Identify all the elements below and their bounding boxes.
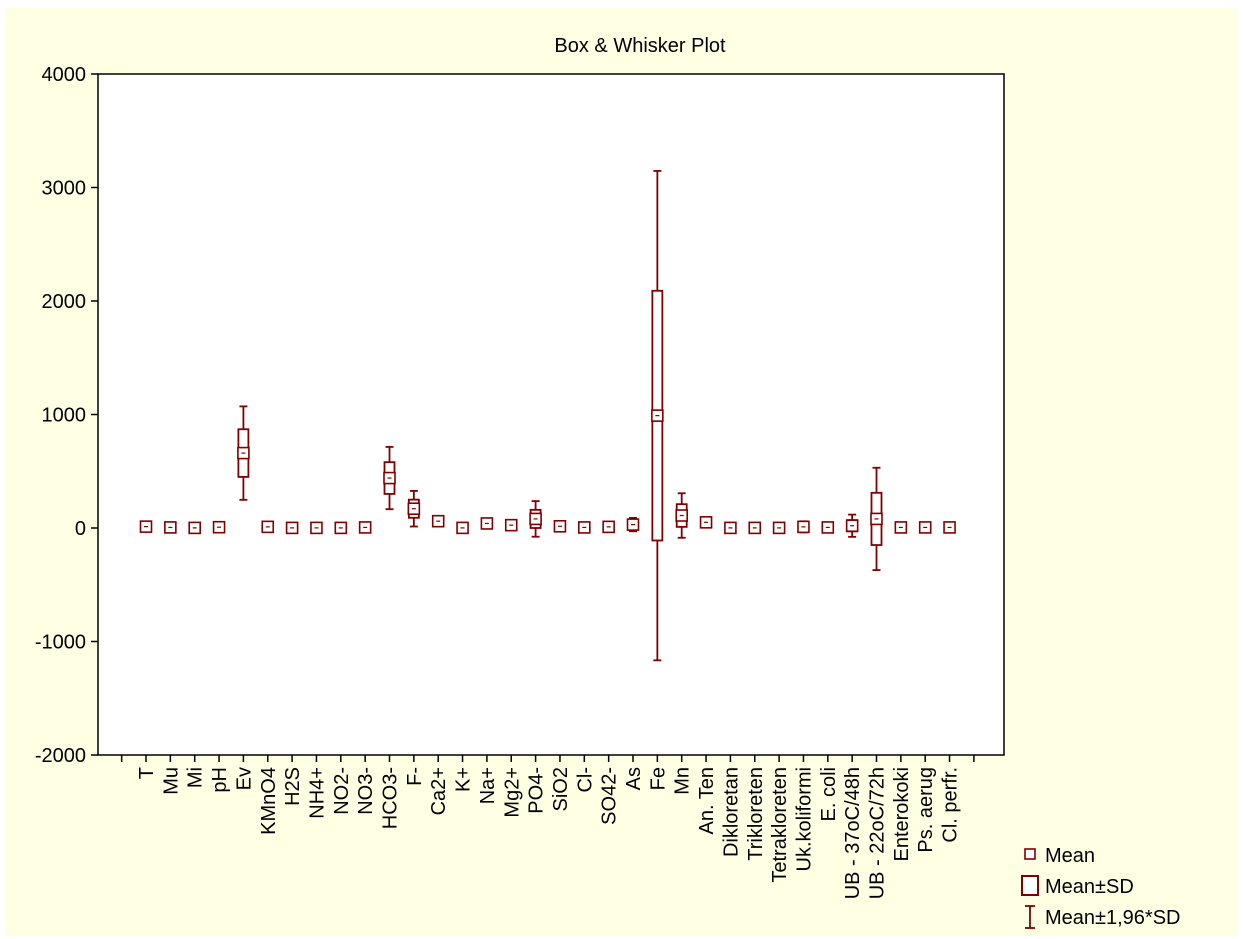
x-tick-label: As: [623, 767, 645, 790]
x-tick-label: H2S: [282, 767, 304, 806]
box-28: [797, 520, 810, 534]
x-tick-label: K+: [453, 767, 475, 792]
box-13: [431, 514, 445, 528]
x-tick-label: E. coli: [818, 767, 840, 821]
x-tick-label: T: [136, 767, 158, 779]
y-tick-label: -1000: [35, 632, 86, 654]
legend: Mean Mean±SD Mean±1,96*SD: [1021, 845, 1181, 929]
box-2: [164, 521, 177, 534]
legend-sd-label: Mean±SD: [1045, 876, 1134, 898]
box-18: [553, 519, 567, 533]
box-14: [456, 521, 469, 535]
x-tick-label: Uk.koliformi: [793, 767, 815, 871]
box-27: [772, 521, 786, 535]
x-tick-label: PO4-: [526, 767, 548, 814]
box-3: [188, 521, 201, 535]
box-24: [699, 516, 713, 529]
box-29: [821, 521, 835, 534]
x-tick-label: Dikloretan: [720, 767, 742, 857]
box-25: [724, 521, 737, 535]
box-31: [870, 466, 883, 571]
x-tick-label: Mu: [160, 767, 182, 795]
chart-title: Box & Whisker Plot: [554, 35, 726, 57]
x-tick-label: Ev: [233, 767, 255, 790]
y-tick-label: 3000: [42, 178, 87, 200]
x-tick-label: F-: [404, 767, 426, 786]
x-tick-label: Ps. aerug: [915, 767, 937, 853]
x-tick-label: NH4+: [306, 767, 328, 819]
box-17: [529, 500, 542, 538]
x-tick-label: An. Ten: [696, 767, 718, 834]
box-10: [358, 521, 372, 534]
x-tick-label: Cl. perfr.: [940, 767, 962, 843]
y-axis: 4000 3000 2000 1000 0 -1000 -2000: [35, 64, 98, 767]
box-marks: [139, 170, 956, 662]
legend-whisker-label: Mean±1,96*SD: [1045, 907, 1181, 929]
x-axis: T Mu Mi pH Ev KMnO4 H2S NH4+ NO2- NO3- HCO3- F- Ca2+…: [120, 755, 975, 899]
legend-mean-label: Mean: [1045, 845, 1095, 867]
x-tick-label: Na+: [477, 767, 499, 804]
x-tick-label: SO42-: [599, 767, 621, 825]
x-tick-label: Fe: [647, 767, 669, 790]
box-16: [504, 518, 518, 532]
y-tick-label: 0: [75, 518, 86, 540]
box-30: [845, 513, 859, 538]
x-tick-label: Cl-: [574, 767, 596, 793]
y-tick-label: -2000: [35, 745, 86, 767]
x-tick-label: Mg2+: [501, 767, 523, 818]
box-21: [626, 517, 640, 533]
x-tick-label: pH: [209, 767, 231, 793]
box-12: [407, 490, 421, 528]
box-7: [285, 521, 299, 535]
box-6: [261, 520, 275, 534]
box-15: [480, 517, 494, 530]
box-9: [334, 521, 348, 535]
x-tick-label: NO2-: [331, 767, 353, 815]
y-tick-label: 2000: [42, 291, 87, 313]
x-tick-label: NO3-: [355, 767, 377, 815]
box-26: [748, 521, 762, 535]
x-tick-label: UB - 37oC/48h: [842, 767, 864, 899]
box-23: [675, 492, 689, 539]
box-34: [943, 521, 956, 534]
x-tick-label: Trikloreten: [745, 767, 767, 861]
x-tick-label: Mi: [185, 767, 207, 788]
box-20: [602, 520, 615, 534]
plot-area: [97, 73, 1005, 756]
legend-mean-marker: [1024, 848, 1036, 860]
box-8: [310, 521, 323, 535]
x-tick-label: Tetrakloreten: [769, 767, 791, 883]
box-5: [237, 405, 250, 501]
box-1: [139, 520, 153, 533]
x-tick-label: Mn: [672, 767, 694, 795]
y-tick-label: 4000: [42, 64, 87, 86]
x-tick-label: HCO3-: [380, 767, 402, 829]
y-tick-label: 1000: [42, 405, 87, 427]
box-11: [383, 446, 396, 511]
box-19: [577, 521, 591, 534]
box-32: [894, 521, 908, 534]
legend-sd-marker: [1021, 875, 1039, 896]
box-33: [918, 521, 932, 534]
box-4: [212, 520, 226, 534]
box-22: [651, 170, 664, 662]
x-tick-label: UB - 22oC/72h: [867, 767, 889, 899]
x-tick-label: Enterokoki: [891, 767, 913, 862]
x-tick-label: KMnO4: [258, 767, 280, 835]
x-tick-label: Ca2+: [428, 767, 450, 815]
x-tick-label: SiO2: [550, 767, 572, 811]
